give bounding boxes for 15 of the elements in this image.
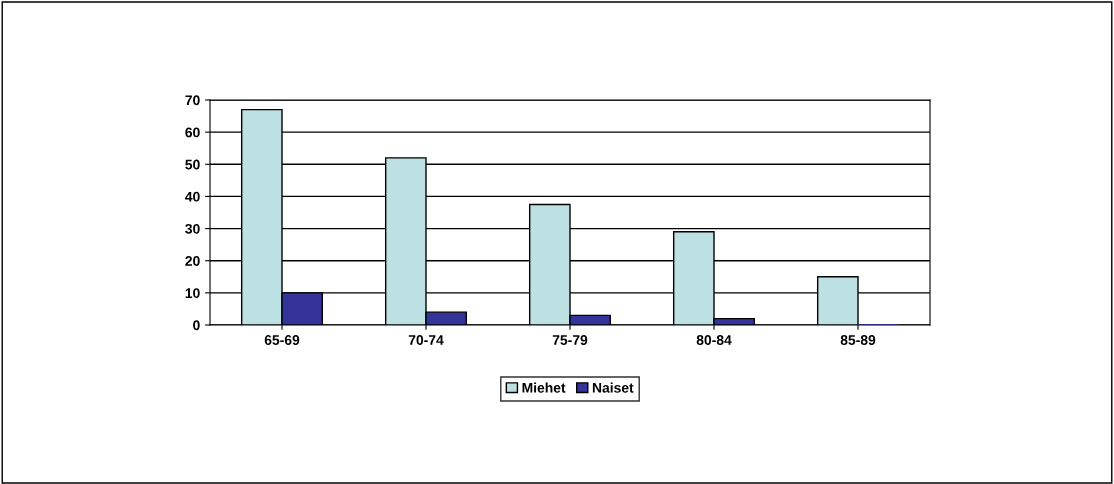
y-tick-label: 20 [185,256,200,266]
x-tick-label: 75-79 [552,335,588,345]
legend-label: Miehet [522,382,566,393]
x-tick-label: 80-84 [696,335,732,345]
y-tick-label: 60 [185,127,200,138]
y-tick-label: 30 [185,223,200,234]
x-tick-label: 65-69 [264,335,300,345]
legend-label: Naiset [592,382,634,393]
y-tick-label: 0 [193,320,200,331]
x-tick-label: 70-74 [408,335,444,345]
y-tick-label: 40 [185,191,200,202]
x-tick-label: 85-89 [840,335,876,345]
y-tick-label: 70 [185,95,200,106]
y-tick-label: 50 [185,159,200,170]
y-tick-label: 10 [185,288,200,299]
